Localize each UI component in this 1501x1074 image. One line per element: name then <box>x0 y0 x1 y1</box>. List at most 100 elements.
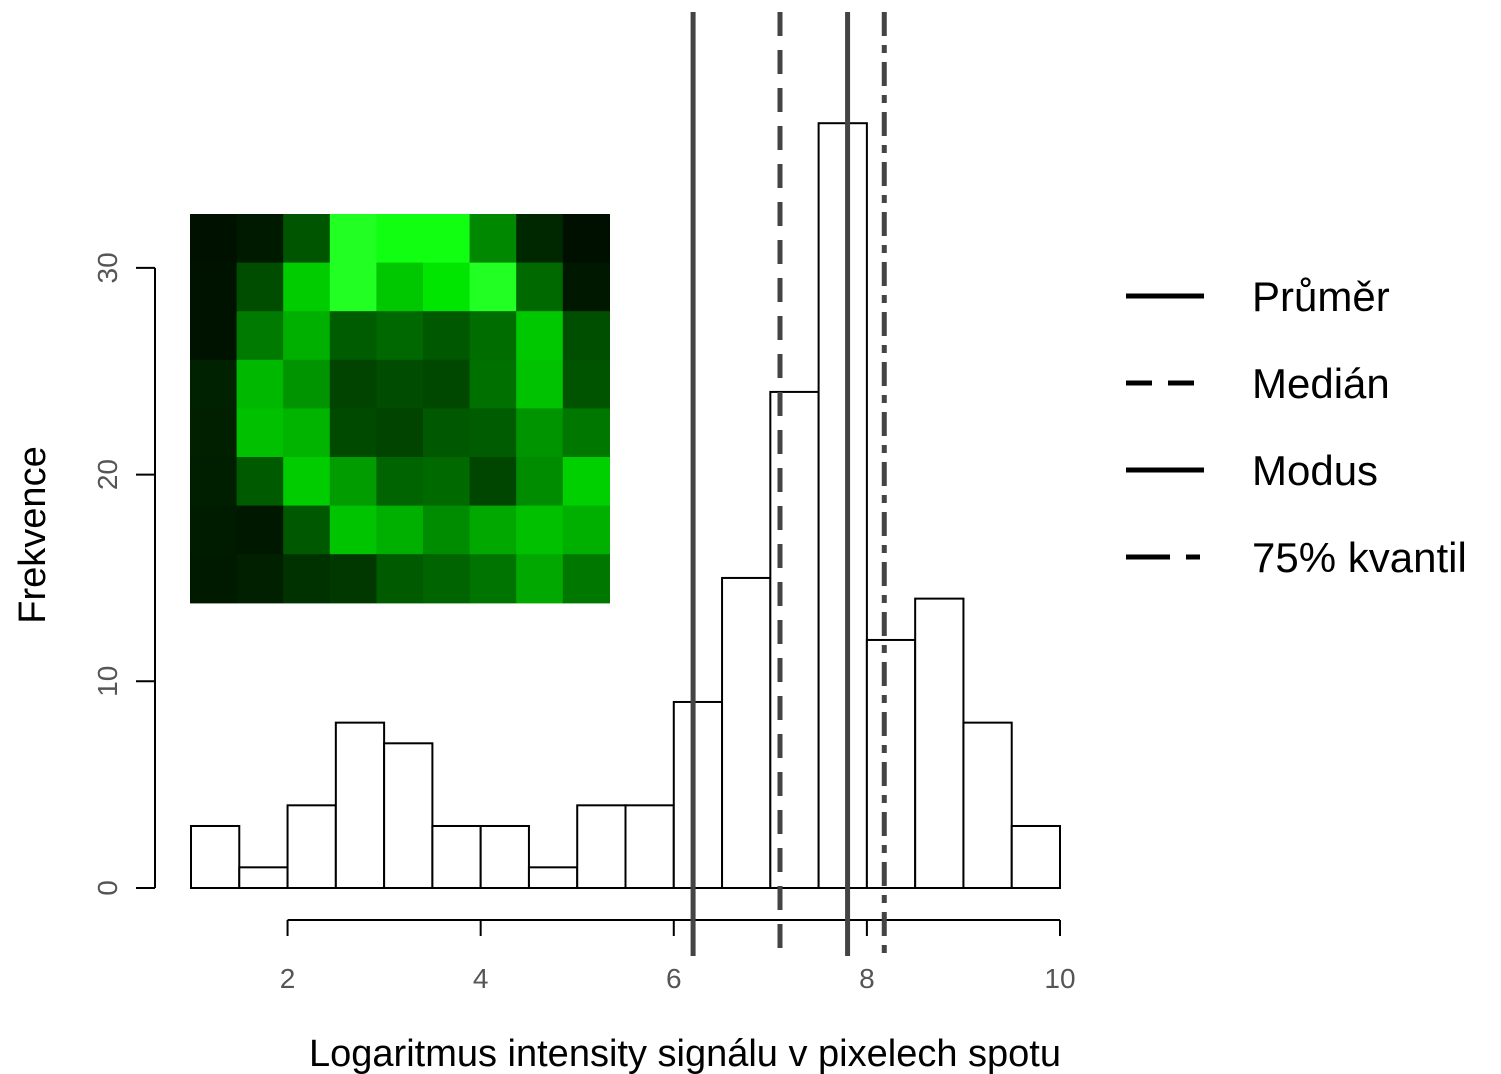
heatmap-cell <box>423 457 471 507</box>
heatmap-cell <box>376 214 424 264</box>
y-tick-label: 30 <box>92 252 123 283</box>
heatmap-cell <box>469 262 517 312</box>
heatmap-cell <box>562 262 610 312</box>
heatmap-cell <box>562 505 610 555</box>
heatmap-cell <box>190 262 238 312</box>
heatmap-cell <box>283 408 331 458</box>
heatmap-cell <box>423 359 471 409</box>
heatmap-cell <box>469 359 517 409</box>
histogram-bar <box>238 866 289 890</box>
heatmap-cell <box>562 311 610 361</box>
x-axis: 2 4 6 8 10 <box>280 919 1076 994</box>
heatmap-cell <box>516 359 564 409</box>
heatmap-cell <box>516 262 564 312</box>
heatmap-cell <box>516 554 564 604</box>
histogram-bar <box>286 804 337 890</box>
legend-label: Medián <box>1252 360 1390 407</box>
spot-pixel-heatmap <box>190 214 610 604</box>
heatmap-cell <box>376 311 424 361</box>
heatmap-cell <box>516 457 564 507</box>
heatmap-cell <box>329 457 377 507</box>
heatmap-cell <box>469 408 517 458</box>
legend: Průměr Medián Modus 75% kvantil <box>1126 273 1467 581</box>
heatmap-cell <box>423 262 471 312</box>
heatmap-cell <box>562 457 610 507</box>
heatmap-cell <box>329 554 377 604</box>
heatmap-cell <box>190 505 238 555</box>
heatmap-cell <box>236 554 284 604</box>
heatmap-cell <box>190 408 238 458</box>
heatmap-cell <box>283 359 331 409</box>
reference-lines <box>690 12 887 956</box>
y-axis-title: Frekvence <box>12 446 54 623</box>
heatmap-cell <box>283 457 331 507</box>
heatmap-cell <box>516 408 564 458</box>
legend-label: 75% kvantil <box>1252 534 1467 581</box>
heatmap-cell <box>236 457 284 507</box>
heatmap-cell <box>376 359 424 409</box>
heatmap-cell <box>516 505 564 555</box>
heatmap-cell <box>562 554 610 604</box>
heatmap-cell <box>469 214 517 264</box>
heatmap-cell <box>469 554 517 604</box>
heatmap-cell <box>283 214 331 264</box>
heatmap-cell <box>376 262 424 312</box>
heatmap-cell <box>423 408 471 458</box>
heatmap-cell <box>562 408 610 458</box>
heatmap-cell <box>423 505 471 555</box>
x-tick-label: 4 <box>473 963 489 994</box>
histogram-bar <box>817 122 868 889</box>
heatmap-cell <box>329 359 377 409</box>
heatmap-cell <box>190 554 238 604</box>
histogram-bar <box>479 824 530 889</box>
heatmap-cell <box>469 311 517 361</box>
heatmap-cell <box>562 359 610 409</box>
y-axis: 0 10 20 30 <box>92 252 156 896</box>
histogram-bar <box>962 721 1013 890</box>
heatmap-cell <box>190 359 238 409</box>
heatmap-cell <box>376 505 424 555</box>
histogram-bar <box>624 804 675 890</box>
heatmap-cell <box>283 554 331 604</box>
heatmap-cell <box>329 408 377 458</box>
heatmap-cell <box>562 214 610 264</box>
heatmap-cell <box>329 505 377 555</box>
heatmap-cell <box>469 457 517 507</box>
heatmap-cell <box>236 408 284 458</box>
histogram-bar <box>672 700 724 889</box>
heatmap-cell <box>469 505 517 555</box>
heatmap-cell <box>236 359 284 409</box>
heatmap-cell <box>376 457 424 507</box>
histogram-bar <box>865 638 917 890</box>
heatmap-cell <box>190 311 238 361</box>
legend-label: Průměr <box>1252 273 1390 320</box>
histogram-bar <box>721 576 772 889</box>
heatmap-cell <box>236 311 284 361</box>
y-tick-label: 0 <box>92 880 123 896</box>
heatmap-cell <box>283 311 331 361</box>
heatmap-cell <box>423 214 471 264</box>
y-tick-label: 20 <box>92 459 123 490</box>
histogram-bar <box>334 721 386 890</box>
heatmap-cell <box>376 408 424 458</box>
histogram-bar <box>431 824 482 889</box>
heatmap-cell <box>283 262 331 312</box>
x-tick-label: 8 <box>859 963 875 994</box>
heatmap-cell <box>329 262 377 312</box>
heatmap-cell <box>236 505 284 555</box>
heatmap-cell <box>423 554 471 604</box>
y-tick-label: 10 <box>92 666 123 697</box>
legend-label: Modus <box>1252 447 1378 494</box>
histogram-bar <box>190 824 241 889</box>
heatmap-cell <box>190 214 238 264</box>
heatmap-cell <box>190 457 238 507</box>
heatmap-cell <box>516 311 564 361</box>
x-axis-title: Logaritmus intensity signálu v pixelech … <box>309 1033 1061 1074</box>
histogram-bar <box>1010 824 1062 889</box>
x-tick-label: 6 <box>666 963 682 994</box>
histogram-bar <box>383 742 434 889</box>
heatmap-cell <box>236 262 284 312</box>
x-tick-label: 10 <box>1044 963 1075 994</box>
histogram-bars <box>190 122 1062 890</box>
